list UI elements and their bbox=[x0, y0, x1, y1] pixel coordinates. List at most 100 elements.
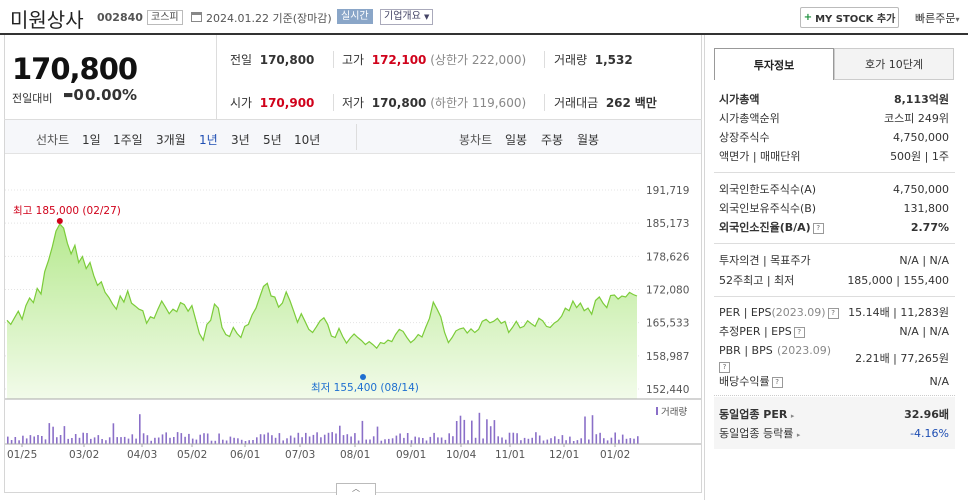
volume-bar bbox=[459, 415, 462, 444]
period-3m[interactable]: 3개월 bbox=[156, 133, 186, 147]
realtime-button[interactable]: 실시간 bbox=[337, 9, 373, 24]
volume-bar bbox=[508, 432, 511, 444]
my-stock-add-button[interactable]: + MY STOCK 추가 bbox=[800, 7, 899, 28]
volume-bar bbox=[97, 435, 100, 444]
open-price: 시가 170,900 bbox=[230, 96, 315, 110]
volume-bar bbox=[618, 439, 620, 444]
volume-bar bbox=[584, 416, 586, 444]
volume-bar bbox=[176, 432, 179, 444]
volume-bar bbox=[67, 438, 69, 444]
volume-bar bbox=[108, 437, 111, 444]
help-icon[interactable]: ? bbox=[827, 308, 839, 319]
period-1w[interactable]: 1주일 bbox=[113, 133, 143, 147]
volume-bar bbox=[516, 433, 518, 444]
period-3y[interactable]: 3년 bbox=[231, 133, 250, 147]
volume-bar bbox=[169, 437, 171, 444]
help-icon[interactable]: ? bbox=[771, 377, 783, 388]
volume-bar bbox=[452, 436, 454, 444]
volume-bar bbox=[467, 440, 469, 444]
volume-bar bbox=[25, 438, 28, 444]
volume-bar bbox=[482, 438, 484, 444]
period-1y[interactable]: 1년 bbox=[199, 133, 218, 147]
x-tick-label: 05/02 bbox=[177, 449, 207, 461]
period-10y[interactable]: 10년 bbox=[294, 133, 321, 147]
candle-chart-label: 봉차트 bbox=[459, 133, 493, 147]
help-icon[interactable]: ? bbox=[719, 362, 730, 373]
volume-bar bbox=[263, 434, 266, 444]
volume-bar bbox=[165, 432, 167, 444]
volume-bar bbox=[116, 437, 118, 444]
candle-daily[interactable]: 일봉 bbox=[505, 133, 528, 147]
y-tick-label: 185,173 bbox=[646, 218, 689, 230]
volume-bar bbox=[154, 437, 156, 444]
candle-monthly[interactable]: 월봉 bbox=[577, 133, 600, 147]
volume-bar bbox=[199, 434, 201, 444]
volume-bar bbox=[225, 440, 228, 444]
change-label: 전일대비 bbox=[12, 92, 53, 105]
volume-bar bbox=[350, 436, 352, 444]
help-icon[interactable]: ? bbox=[812, 223, 824, 234]
chart-collapse-button[interactable]: ︿ bbox=[336, 483, 376, 495]
volume-bar bbox=[210, 440, 213, 444]
header-divider bbox=[0, 33, 968, 35]
volume-bar bbox=[478, 412, 481, 444]
tab-orderbook[interactable]: 호가 10단계 bbox=[834, 48, 954, 80]
x-tick-label: 04/03 bbox=[127, 449, 157, 461]
quick-order-button[interactable]: 빠른주문▾ bbox=[915, 12, 960, 25]
period-1d[interactable]: 1일 bbox=[82, 133, 101, 147]
volume-bar bbox=[591, 415, 594, 444]
volume-bar bbox=[33, 436, 35, 444]
industry-rate-row[interactable]: 동일업종 등락률 ▸ -4.16% bbox=[719, 427, 949, 440]
candle-weekly[interactable]: 주봉 bbox=[541, 133, 564, 147]
volume: 거래량 1,532 bbox=[544, 51, 633, 68]
company-info-dropdown[interactable]: 기업개요 ▼ bbox=[380, 9, 434, 25]
x-tick-label: 03/02 bbox=[69, 449, 99, 461]
volume-bar bbox=[599, 432, 601, 444]
volume-bar bbox=[471, 420, 473, 444]
volume-bar bbox=[252, 440, 254, 444]
volume-bar bbox=[388, 438, 390, 444]
volume-bar bbox=[93, 437, 96, 444]
volume-bar bbox=[354, 433, 356, 444]
period-5y[interactable]: 5년 bbox=[263, 133, 282, 147]
volume-bar bbox=[301, 437, 303, 444]
volume-bar bbox=[120, 437, 122, 444]
volume-bar bbox=[489, 426, 492, 444]
volume-bar bbox=[259, 434, 262, 444]
volume-bar bbox=[429, 436, 432, 444]
volume-bar bbox=[486, 419, 488, 444]
volume-bar bbox=[339, 425, 341, 444]
change-value: ▬0 bbox=[63, 86, 84, 104]
tab-invest-info[interactable]: 투자정보 bbox=[714, 48, 834, 80]
volume-bar bbox=[293, 437, 296, 444]
volume-bar bbox=[59, 435, 62, 444]
volume-bar bbox=[218, 433, 220, 444]
volume-bar bbox=[433, 432, 435, 444]
volume-bar bbox=[150, 440, 152, 444]
stock-name: 미원상사 bbox=[10, 8, 84, 32]
volume-legend-icon bbox=[656, 407, 658, 415]
volume-bar bbox=[256, 437, 258, 444]
volume-bar bbox=[463, 419, 466, 444]
volume-bar bbox=[323, 434, 326, 444]
volume-bar bbox=[331, 432, 333, 444]
period-bar bbox=[5, 120, 701, 154]
y-tick-label: 172,080 bbox=[646, 285, 689, 297]
volume-bar bbox=[123, 436, 126, 444]
industry-per-row[interactable]: 동일업종 PER ▸ 32.96배 bbox=[719, 408, 949, 421]
section-divider bbox=[714, 172, 955, 173]
volume-bar bbox=[505, 439, 507, 444]
volume-bar bbox=[222, 439, 224, 444]
plus-icon: + bbox=[803, 12, 813, 23]
volume-bar bbox=[267, 432, 269, 444]
y-tick-label: 191,719 bbox=[646, 185, 689, 197]
caret-right-icon: ▸ bbox=[790, 412, 795, 420]
max-marker bbox=[56, 218, 63, 224]
volume-bar bbox=[127, 438, 130, 444]
volume-bar bbox=[7, 436, 9, 444]
quote-date: 2024.01.22 기준(장마감) bbox=[206, 12, 332, 25]
volume-bar bbox=[565, 440, 567, 444]
help-icon[interactable]: ? bbox=[793, 327, 805, 338]
volume-bar bbox=[621, 434, 624, 444]
volume-bar bbox=[44, 439, 47, 444]
